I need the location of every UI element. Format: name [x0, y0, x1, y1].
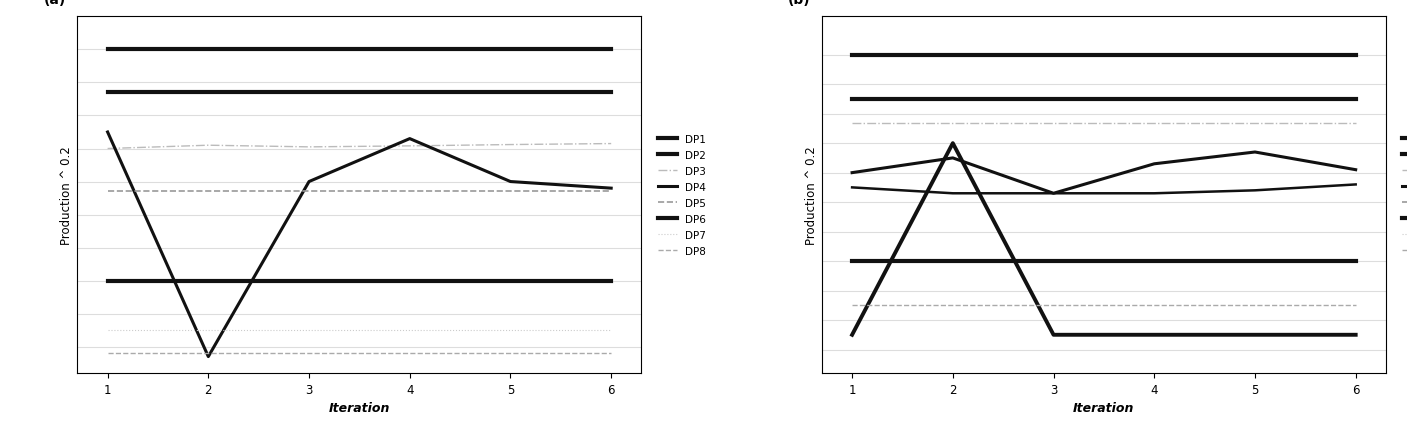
Y-axis label: Production ^ 0.2: Production ^ 0.2: [61, 146, 73, 245]
Text: (b): (b): [788, 0, 810, 7]
X-axis label: Iteration: Iteration: [1074, 401, 1134, 414]
Legend: DP1, DP2, DP3, DP4, DP5, DP6, DP7, DP8: DP1, DP2, DP3, DP4, DP5, DP6, DP7, DP8: [658, 135, 706, 256]
Text: (a): (a): [44, 0, 66, 7]
X-axis label: Iteration: Iteration: [329, 401, 390, 414]
Y-axis label: Production ^ 0.2: Production ^ 0.2: [805, 146, 817, 245]
Legend: DP1, DP2, DP3, DP4, DP5, DP6, DP7, DP8: DP1, DP2, DP3, DP4, DP5, DP6, DP7, DP8: [1403, 135, 1407, 256]
